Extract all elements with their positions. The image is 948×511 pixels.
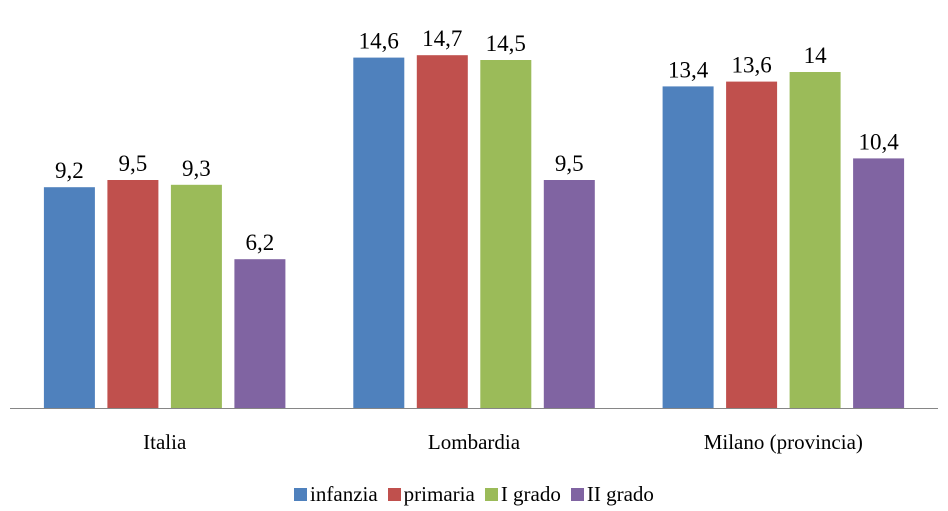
legend-label: II grado bbox=[587, 482, 654, 507]
data-label: 13,4 bbox=[668, 57, 709, 82]
legend-item: primaria bbox=[388, 482, 475, 507]
data-label: 6,2 bbox=[246, 230, 275, 255]
data-label: 9,2 bbox=[55, 158, 84, 183]
data-label: 13,6 bbox=[731, 53, 771, 78]
bar-milano-provincia--i-grado bbox=[790, 72, 841, 408]
x-tick-label: Italia bbox=[143, 430, 187, 454]
bar-lombardia-ii-grado bbox=[544, 180, 595, 408]
bar-italia-ii-grado bbox=[234, 259, 285, 408]
legend: infanzia primaria I grado II grado bbox=[0, 482, 948, 507]
bar-lombardia-infanzia bbox=[353, 58, 404, 408]
legend-item: II grado bbox=[571, 482, 654, 507]
x-tick-label: Lombardia bbox=[428, 430, 521, 454]
legend-swatch bbox=[571, 488, 584, 501]
legend-swatch bbox=[294, 488, 307, 501]
data-label: 14,6 bbox=[359, 29, 399, 54]
legend-label: primaria bbox=[404, 482, 475, 507]
bar-lombardia-i-grado bbox=[480, 60, 531, 408]
bar-milano-provincia--ii-grado bbox=[853, 158, 904, 408]
bar-milano-provincia--infanzia bbox=[663, 86, 714, 408]
data-label: 14 bbox=[804, 43, 828, 68]
legend-swatch bbox=[388, 488, 401, 501]
legend-item: infanzia bbox=[294, 482, 378, 507]
bar-italia-infanzia bbox=[44, 187, 95, 408]
legend-swatch bbox=[485, 488, 498, 501]
legend-item: I grado bbox=[485, 482, 561, 507]
legend-label: I grado bbox=[501, 482, 561, 507]
data-label: 10,4 bbox=[858, 129, 899, 154]
data-label: 14,7 bbox=[422, 26, 462, 51]
bar-italia-primaria bbox=[107, 180, 158, 408]
bar-milano-provincia--primaria bbox=[726, 82, 777, 408]
bar-italia-i-grado bbox=[171, 185, 222, 408]
data-label: 9,5 bbox=[555, 151, 584, 176]
data-label: 9,3 bbox=[182, 156, 211, 181]
legend-label: infanzia bbox=[310, 482, 378, 507]
x-tick-label: Milano (provincia) bbox=[704, 430, 863, 454]
data-label: 9,5 bbox=[119, 151, 148, 176]
data-label: 14,5 bbox=[486, 31, 526, 56]
bar-lombardia-primaria bbox=[417, 55, 468, 408]
